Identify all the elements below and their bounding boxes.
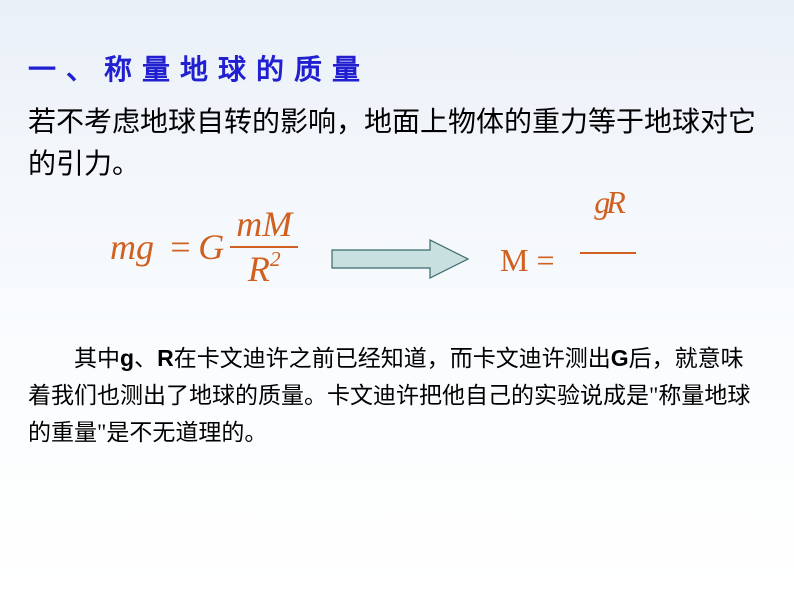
section-heading: 一、称量地球的质量	[28, 48, 370, 88]
p2-t2: 、	[134, 346, 157, 371]
eq-lhs: mg	[110, 226, 154, 268]
eq-fraction: mM R2	[230, 206, 298, 289]
p2-R: R	[157, 345, 174, 371]
rhs-fraction: gR	[580, 186, 636, 254]
body-paragraph: 其中g、R在卡文迪许之前已经知道，而卡文迪许测出G后，就意味着我们也测出了地球的…	[28, 340, 754, 451]
arrow-shape	[332, 240, 468, 278]
p2-g: g	[120, 345, 134, 371]
p2-t3: 在卡文迪许之前已经知道，而卡文迪许测出	[174, 346, 611, 371]
equation-right: M =	[500, 242, 555, 279]
intro-paragraph: 若不考虑地球自转的影响，地面上物体的重力等于地球对它的引力。	[28, 102, 766, 186]
eq-fraction-bar	[230, 246, 298, 248]
rhs-frac-line	[580, 252, 636, 254]
eq-denominator: R2	[242, 250, 287, 289]
eq-right-M: M	[500, 242, 528, 278]
p2-t1: 其中	[74, 346, 120, 371]
eq-den-exp: 2	[270, 247, 281, 271]
eq-numerator: mM	[230, 206, 298, 244]
arrow-icon	[330, 238, 470, 285]
eq-G: G	[198, 226, 224, 268]
eq-equals: =	[168, 226, 192, 268]
eq-right-equals: =	[528, 242, 554, 278]
p2-G: G	[611, 345, 629, 371]
eq-den-base: R	[248, 249, 270, 289]
equation-left: mg = G mM R2	[110, 206, 298, 289]
rhs-frac-top: gR	[594, 186, 622, 218]
